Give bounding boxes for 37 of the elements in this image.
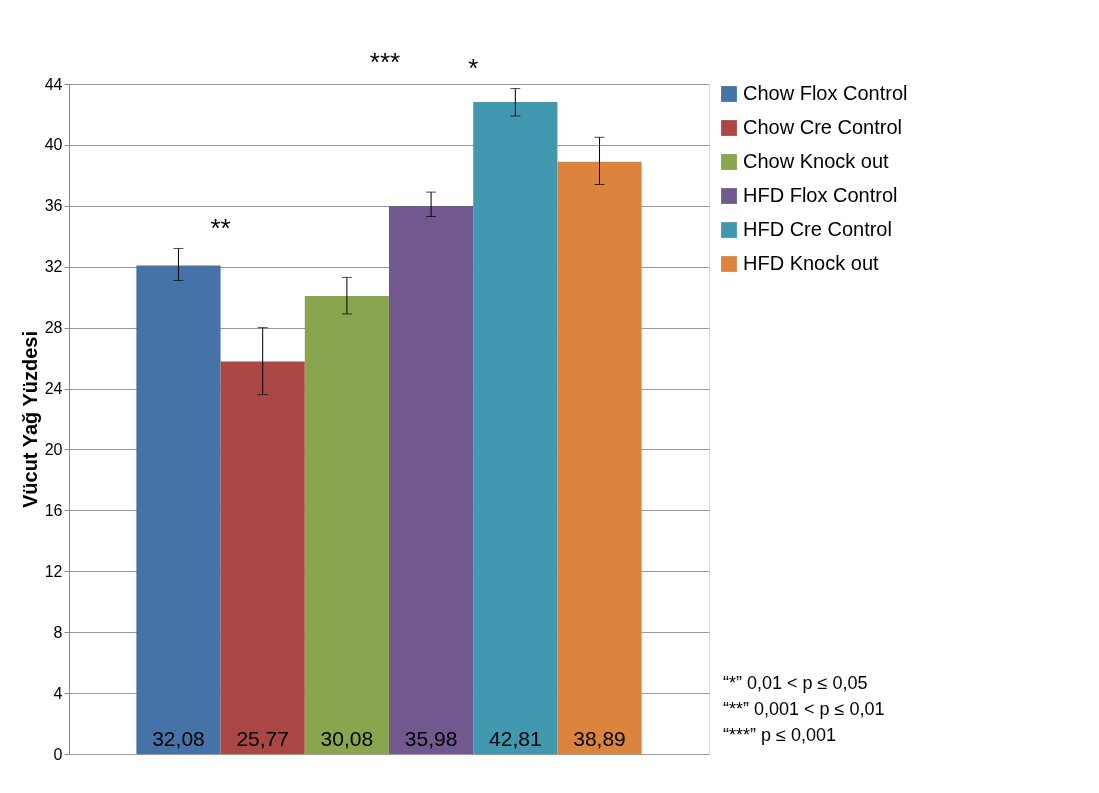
text: 25,77	[236, 727, 289, 750]
text: 30,08	[320, 727, 374, 750]
legend-label: Chow Flox Control	[743, 82, 908, 104]
y-tick-label: 8	[53, 623, 63, 641]
text: 35,98	[404, 727, 458, 750]
y-tick-label: 16	[44, 501, 63, 519]
y-tick-label: 28	[44, 319, 63, 337]
bar	[220, 361, 305, 754]
y-tick-label: 36	[44, 197, 63, 215]
y-tick-label: 40	[44, 136, 63, 154]
y-tick-label: 32	[44, 258, 63, 276]
legend-label: HFD Flox Control	[743, 184, 898, 206]
y-tick-label: 4	[53, 684, 63, 702]
y-tick-label: 12	[44, 562, 63, 580]
text: “***” p ≤ 0,001	[723, 725, 836, 745]
y-axis-title: Vücut Yağ Yüzdesi	[18, 330, 41, 509]
legend-label: Chow Knock out	[743, 150, 890, 172]
bar	[473, 102, 558, 754]
legend-label: HFD Knock out	[743, 252, 880, 274]
text: “*” 0,01 < p ≤ 0,05	[723, 673, 868, 693]
bar	[136, 265, 221, 754]
legend-label: Chow Cre Control	[743, 116, 902, 138]
text: 42,81	[489, 727, 542, 750]
y-tick-label: 20	[44, 440, 63, 458]
bar	[389, 206, 474, 754]
y-tick-label: 44	[44, 75, 63, 93]
text: *	[468, 53, 479, 83]
text: 32,08	[152, 727, 205, 750]
y-tick-label: 24	[44, 380, 63, 398]
bar	[557, 161, 642, 754]
bar	[304, 295, 389, 754]
text: 38,89	[573, 727, 626, 750]
text: ***	[369, 47, 401, 77]
y-tick-label: 0	[53, 745, 63, 763]
legend-label: HFD Cre Control	[743, 218, 892, 240]
annotation: **	[210, 213, 231, 244]
text: “**” 0,001 < p ≤ 0,01	[723, 699, 885, 719]
